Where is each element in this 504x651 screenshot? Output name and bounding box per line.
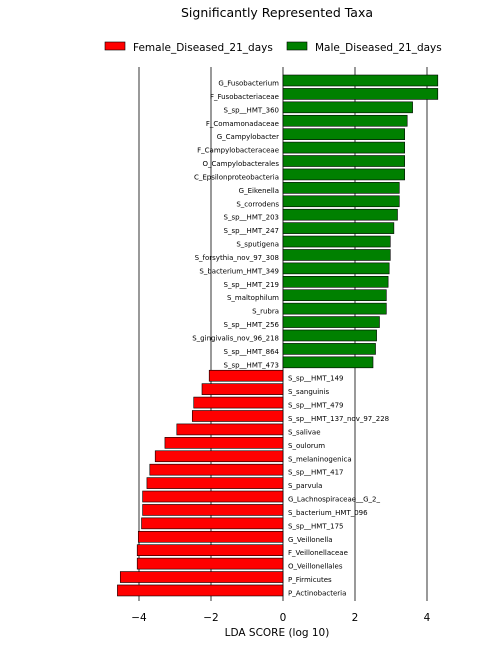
bar bbox=[191, 410, 284, 422]
bar-label: S_sanguinis bbox=[288, 388, 330, 396]
bar bbox=[282, 275, 389, 288]
bar-label: S_melaninogenica bbox=[288, 455, 352, 463]
bar-label: S_sputigena bbox=[236, 241, 279, 249]
bar bbox=[282, 208, 398, 221]
bar-label: G_Veillonella bbox=[288, 536, 333, 544]
chart-title: Significantly Represented Taxa bbox=[181, 5, 373, 20]
bar-label: S_bacterium_HMT_096 bbox=[288, 509, 368, 517]
bar-label: S_sp__HMT_417 bbox=[288, 469, 343, 477]
bar bbox=[282, 249, 391, 261]
x-axis-label: LDA SCORE (log 10) bbox=[225, 627, 330, 639]
bar bbox=[164, 437, 284, 449]
bar-label: F_Veillonellaceae bbox=[288, 549, 348, 557]
bar bbox=[282, 235, 391, 248]
bar-label: F_Campylobacteraceae bbox=[197, 147, 279, 155]
bar-label: S_forsythia_nov_97_308 bbox=[195, 254, 279, 262]
bar bbox=[136, 557, 284, 570]
bar-label: S_oulorum bbox=[288, 442, 325, 450]
x-tick-label: 2 bbox=[352, 612, 359, 624]
bar bbox=[282, 316, 380, 328]
bar bbox=[119, 571, 284, 583]
bar-label: S_sp__HMT_247 bbox=[224, 227, 279, 235]
bar bbox=[282, 222, 395, 234]
legend-swatch-male bbox=[286, 41, 308, 51]
bar bbox=[141, 517, 284, 530]
bar-label: S_sp__HMT_175 bbox=[288, 522, 343, 530]
x-tick-label: −4 bbox=[131, 612, 147, 624]
bar-label: S_salivae bbox=[288, 428, 321, 436]
bar bbox=[282, 182, 400, 194]
bar bbox=[176, 423, 284, 436]
bar-label: G_Fusobacterium bbox=[218, 80, 279, 88]
bar bbox=[282, 88, 439, 100]
bar bbox=[117, 584, 284, 597]
bar-label: G_Eikenella bbox=[239, 187, 279, 195]
bar bbox=[154, 450, 284, 463]
legend-label-female: Female_Diseased_21_days bbox=[133, 42, 273, 54]
bar-label: S_sp__HMT_473 bbox=[224, 361, 279, 369]
bar-label: O_Veillonellales bbox=[288, 563, 343, 571]
bar-label: S_sp__HMT_864 bbox=[224, 348, 280, 356]
bar-label: F_Fusobacteriaceae bbox=[210, 93, 279, 101]
bar bbox=[193, 396, 284, 409]
bar-label: C_Epsilonproteobacteria bbox=[194, 173, 279, 181]
bar-label: P_Actinobacteria bbox=[288, 589, 346, 597]
bar bbox=[149, 463, 284, 476]
bar bbox=[282, 114, 408, 127]
bar-label: G_Lachnospiraceae__G_2_ bbox=[288, 496, 380, 504]
bar bbox=[282, 155, 405, 167]
legend-label-male: Male_Diseased_21_days bbox=[315, 42, 442, 54]
bar bbox=[282, 74, 439, 87]
bar-label: S_sp__HMT_137_nov_97_228 bbox=[288, 415, 389, 423]
bar-label: S_sp__HMT_149 bbox=[288, 375, 343, 383]
bar-label: S_sp__HMT_256 bbox=[224, 321, 280, 329]
bar bbox=[282, 128, 405, 140]
bar-label: S_sp__HMT_479 bbox=[288, 402, 343, 410]
bar bbox=[136, 544, 284, 557]
bar bbox=[282, 343, 376, 355]
bar bbox=[282, 195, 400, 208]
bar-label: S_gingivalis_nov_96_218 bbox=[192, 334, 279, 342]
bar-label: S_bacterium_HMT_349 bbox=[199, 267, 279, 275]
bar bbox=[142, 490, 284, 503]
bar-labels: G_Fusobacterium F_Fusobacteriaceae S_sp__H… bbox=[192, 80, 389, 598]
legend-swatch-female bbox=[104, 41, 126, 51]
bar bbox=[201, 383, 284, 395]
bars bbox=[117, 74, 439, 597]
bar bbox=[282, 356, 374, 369]
bar bbox=[208, 369, 284, 382]
bar-label: S_rubra bbox=[252, 308, 279, 316]
x-axis-ticks: −4 −2 0 2 4 bbox=[131, 612, 430, 624]
bar-label: F_Comamonadaceae bbox=[206, 120, 279, 128]
bar bbox=[282, 101, 413, 114]
x-tick-label: 0 bbox=[280, 612, 287, 624]
legend: Female_Diseased_21_days Male_Diseased_21… bbox=[104, 41, 442, 54]
bar bbox=[282, 329, 377, 342]
bar-label: S_corrodens bbox=[236, 200, 279, 208]
bar bbox=[282, 168, 405, 181]
bar-label: O_Campylobacterales bbox=[202, 160, 279, 168]
bar bbox=[282, 289, 387, 302]
bar-label: S_maltophilum bbox=[227, 294, 279, 302]
bar bbox=[142, 504, 284, 516]
bar-label: S_parvula bbox=[288, 482, 322, 490]
x-tick-label: 4 bbox=[424, 612, 431, 624]
bar-label: P_Firmicutes bbox=[288, 576, 332, 584]
bar bbox=[137, 530, 284, 543]
x-tick-label: −2 bbox=[203, 612, 218, 624]
bar bbox=[282, 302, 387, 315]
bar-label: G_Campylobacter bbox=[217, 133, 279, 141]
bar bbox=[282, 262, 390, 275]
bar-label: S_sp__HMT_203 bbox=[224, 214, 279, 222]
bar-label: S_sp__HMT_219 bbox=[224, 281, 279, 289]
bar bbox=[282, 141, 405, 154]
bar bbox=[146, 477, 284, 489]
bar-label: S_sp__HMT_360 bbox=[224, 106, 279, 114]
